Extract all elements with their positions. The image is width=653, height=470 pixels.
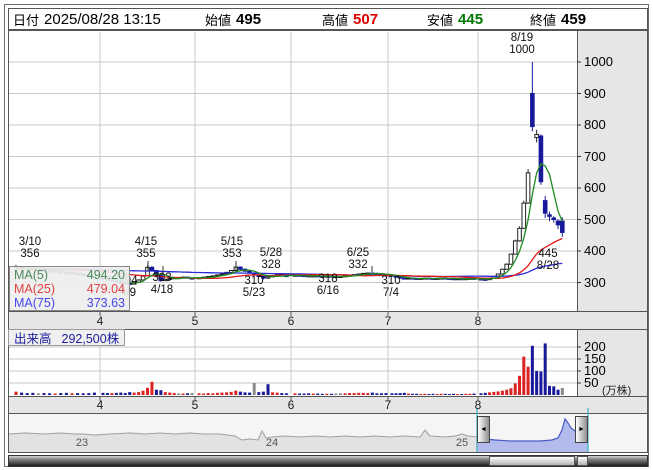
ma25-value: 479.04 [86,282,125,296]
chart-annotation-5-28: 5/28 328 [259,247,283,271]
chart-annotation-318: 318 6/16 [316,273,340,297]
chart-annotation-4-15: 4/15 355 [134,236,158,260]
volume-tick-100: 100 [584,363,606,378]
scrollbar-thumb[interactable] [489,456,575,466]
month-label-bottom-5: 5 [191,398,199,412]
horizontal-scrollbar-track[interactable] [8,455,648,467]
header-low-group: 安値 445 [427,9,483,29]
ma5-label: MA(5) [14,268,49,282]
year-label-25: 25 [455,437,469,449]
date-label: 日付 [13,12,40,28]
high-value: 507 [353,10,379,28]
ma5-legend-row: MA(5) 494.20 [14,268,125,282]
nav-left-arrow-button[interactable]: ◄ [477,416,490,443]
volume-readout: 出来高 292,500株 [8,329,126,346]
chart-annotation-310: 310 7/4 [381,275,401,299]
chart-annotation-445: 445 8/28 [536,248,560,272]
quote-header: 日付 2025/08/28 13:15 始値 495 高値 507 安値 445… [8,8,648,30]
price-tick-700: 700 [584,148,606,164]
month-label-top-8: 8 [474,314,482,328]
volume-value: 292,500株 [61,332,120,346]
header-high-group: 高値 507 [322,9,378,29]
price-tick-600: 600 [584,180,606,195]
month-label-bottom-7: 7 [384,398,392,412]
date-value: 2025/08/28 13:15 [44,10,161,28]
low-label: 安値 [427,12,454,28]
price-axis-panel [577,30,648,312]
volume-unit-label: (万株) [602,385,632,397]
chart-annotation-6-25: 6/25 332 [346,247,370,271]
open-label: 始値 [205,12,232,28]
chart-annotation-5-15: 5/15 353 [220,236,244,260]
chart-annotation-310: 310 5/23 [242,275,266,299]
low-value: 445 [458,10,484,28]
price-tick-400: 400 [584,243,606,258]
header-close-group: 終値 459 [530,9,586,29]
ma25-legend-row: MA(25) 479.04 [14,282,125,296]
ma5-value: 494.20 [86,268,125,282]
volume-axis-panel [577,329,648,397]
ma75-legend-row: MA(75) 373.63 [14,296,125,310]
price-tick-900: 900 [584,85,606,101]
ma25-label: MA(25) [14,282,55,296]
volume-tick-50: 50 [584,375,599,390]
price-tick-500: 500 [584,211,606,227]
ma75-value: 373.63 [86,296,125,310]
volume-tick-150: 150 [584,351,606,366]
header-open-group: 始値 495 [205,9,261,29]
chart-annotation-8-19: 8/19 1000 [509,32,535,56]
high-label: 高値 [322,12,349,28]
chart-annotation-303: 303 4/18 [150,272,174,296]
open-value: 495 [236,10,262,28]
volume-tick-200: 200 [584,339,606,354]
month-label-top-5: 5 [191,314,199,328]
month-label-bottom-8: 8 [474,398,482,412]
month-label-top-4: 4 [96,314,104,328]
year-label-24: 24 [265,437,279,449]
price-tick-1000: 1000 [584,54,613,69]
nav-right-arrow-button[interactable]: ► [575,416,588,443]
price-tick-800: 800 [584,117,606,132]
chart-annotation-3-10: 3/10 356 [18,236,42,260]
month-label-top-6: 6 [287,314,295,328]
close-label: 終値 [530,12,557,28]
month-label-bottom-4: 4 [96,398,104,412]
close-value: 459 [561,10,587,28]
price-tick-300: 300 [584,274,606,290]
nav-selection-region[interactable] [490,416,575,452]
year-label-23: 23 [75,437,89,449]
month-label-bottom-6: 6 [287,398,295,412]
ma-legend: MA(5) 494.20 MA(25) 479.04 MA(75) 373.63 [9,266,130,311]
month-label-top-7: 7 [384,314,392,328]
scrollbar-thumb-small[interactable] [577,456,588,466]
header-date-group: 日付 2025/08/28 13:15 [13,9,161,29]
volume-label: 出来高 [14,332,52,346]
month-axis-strip-bottom [8,396,648,414]
ma75-label: MA(75) [14,296,55,310]
